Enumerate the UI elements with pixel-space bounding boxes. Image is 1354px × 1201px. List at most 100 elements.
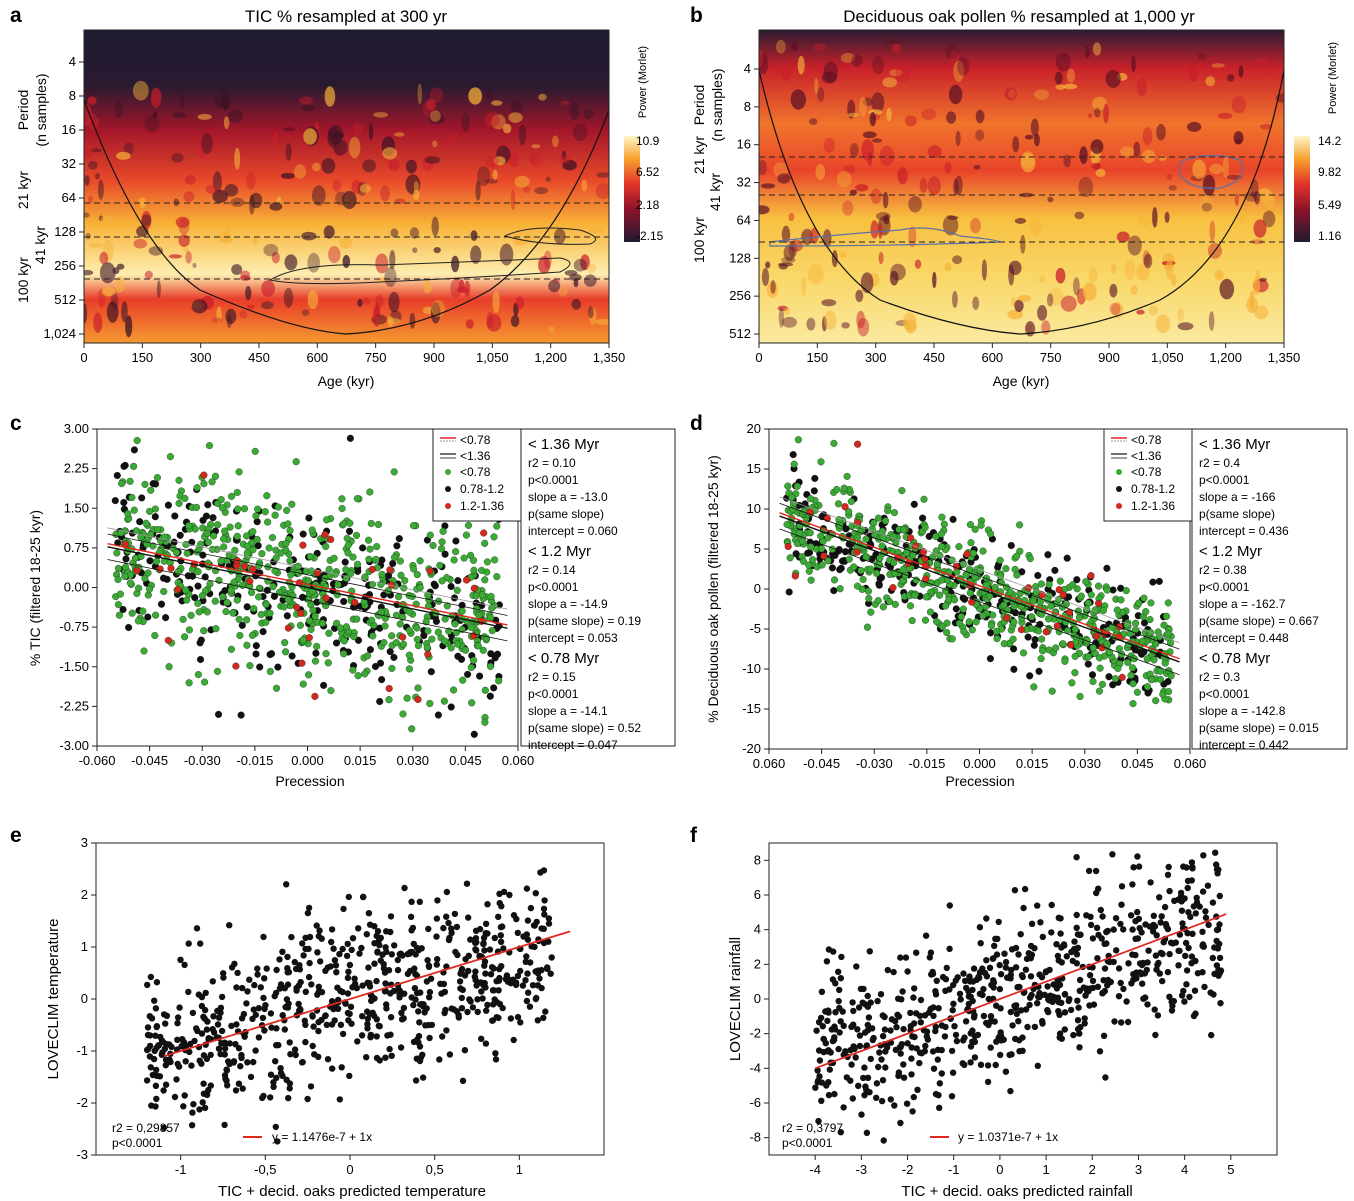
colorbar-tick: 9.82	[1318, 165, 1342, 179]
data-point	[966, 521, 974, 529]
data-point	[1045, 1008, 1052, 1016]
data-point	[977, 1061, 985, 1069]
data-point	[786, 554, 794, 562]
y-tick-label: 2	[81, 887, 88, 902]
data-point	[866, 948, 873, 955]
data-point	[1129, 951, 1136, 958]
data-point	[367, 519, 375, 528]
wavelet-cell	[1131, 56, 1136, 72]
data-point	[443, 913, 450, 920]
data-point	[1146, 923, 1154, 930]
data-point	[1053, 985, 1061, 992]
data-point	[472, 592, 480, 600]
data-point	[200, 1080, 207, 1087]
data-point	[1061, 991, 1069, 998]
y-tick-label: 512	[54, 292, 76, 307]
data-point	[147, 486, 155, 494]
x-tick-label: -0,5	[254, 1162, 276, 1177]
data-point	[426, 988, 434, 996]
wavelet-cell	[432, 140, 438, 148]
data-point	[132, 527, 141, 535]
data-point	[255, 1005, 262, 1012]
data-point	[443, 888, 451, 896]
data-point	[884, 507, 892, 515]
data-point	[1095, 885, 1102, 892]
y-tick-label: -1	[76, 1043, 88, 1058]
data-point	[426, 531, 434, 539]
wavelet-cell	[847, 112, 860, 117]
data-point	[424, 627, 432, 635]
data-point	[1010, 618, 1018, 626]
data-point	[897, 954, 904, 961]
wavelet-cell	[947, 215, 959, 220]
y-tick-label: 10	[747, 501, 761, 516]
data-point	[946, 945, 953, 952]
wavelet-cell	[523, 185, 531, 193]
data-point	[316, 927, 323, 934]
data-point	[1216, 954, 1224, 962]
data-point	[1164, 968, 1172, 976]
x-tick-label: 1,050	[1151, 350, 1184, 365]
data-point	[1099, 913, 1106, 920]
wavelet-cell	[172, 112, 187, 119]
data-point	[196, 655, 205, 664]
wavelet-cell	[759, 49, 764, 67]
data-point	[273, 1042, 280, 1049]
data-point	[987, 629, 995, 637]
data-point	[950, 596, 959, 604]
panel-letter: f	[690, 824, 698, 847]
data-point	[410, 565, 418, 573]
wavelet-cell	[558, 154, 571, 164]
data-point	[854, 1026, 861, 1033]
data-point	[174, 1014, 182, 1021]
data-point	[1118, 650, 1126, 658]
data-point	[318, 988, 326, 996]
data-point	[1152, 1031, 1159, 1039]
data-point	[1099, 989, 1107, 996]
data-point	[194, 599, 202, 607]
data-point	[869, 1036, 876, 1044]
data-point	[272, 554, 280, 562]
x-tick-label: 0.045	[449, 753, 482, 768]
scatter-points	[812, 849, 1225, 1144]
wavelet-cell	[790, 89, 806, 110]
data-point	[391, 942, 398, 949]
data-point	[831, 1034, 838, 1041]
legend-label: 1.2-1.36	[460, 499, 504, 513]
data-point	[179, 615, 187, 623]
x-tick-label: -1	[948, 1162, 960, 1177]
data-point	[174, 1020, 181, 1027]
data-point	[1199, 888, 1207, 895]
wavelet-cell	[809, 227, 819, 244]
wavelet-cell	[324, 86, 336, 107]
wavelet-cell	[531, 144, 541, 149]
data-point	[113, 471, 121, 480]
y-tick-label: 128	[729, 250, 751, 265]
data-point	[1136, 969, 1144, 976]
data-point	[835, 997, 842, 1005]
wavelet-cell	[1010, 207, 1021, 220]
y-tick-label: 8	[744, 99, 751, 114]
data-point	[492, 1050, 499, 1057]
data-point	[852, 1054, 859, 1061]
data-point	[486, 946, 494, 953]
y-tick-label: 20	[747, 421, 761, 436]
data-point	[377, 608, 385, 616]
data-point	[799, 557, 808, 565]
data-point	[523, 885, 531, 892]
data-point	[450, 556, 458, 564]
data-point	[481, 686, 489, 694]
data-point	[382, 1054, 389, 1061]
data-point	[909, 1033, 916, 1040]
data-point	[831, 1090, 838, 1098]
data-point	[1215, 866, 1222, 873]
data-point	[199, 1099, 206, 1106]
data-point	[464, 670, 472, 678]
wavelet-cell	[148, 246, 164, 256]
wavelet-cell	[332, 179, 342, 192]
data-point	[366, 545, 374, 553]
data-point	[322, 650, 330, 658]
data-point	[208, 478, 216, 486]
y-tick-label: -15	[742, 701, 761, 716]
data-point	[377, 957, 384, 964]
